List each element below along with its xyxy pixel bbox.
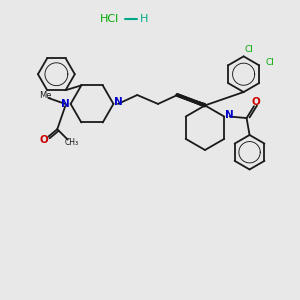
Text: N: N — [113, 98, 122, 107]
Text: Cl: Cl — [266, 58, 274, 67]
Text: O: O — [251, 97, 260, 107]
Text: H: H — [140, 14, 148, 24]
Text: CH₃: CH₃ — [65, 138, 79, 147]
Text: Cl: Cl — [244, 45, 253, 54]
Text: O: O — [40, 135, 48, 145]
Text: Me: Me — [39, 91, 52, 100]
Text: N: N — [225, 110, 234, 120]
Polygon shape — [177, 95, 206, 108]
Text: N: N — [61, 99, 70, 109]
Text: HCl: HCl — [100, 14, 119, 24]
